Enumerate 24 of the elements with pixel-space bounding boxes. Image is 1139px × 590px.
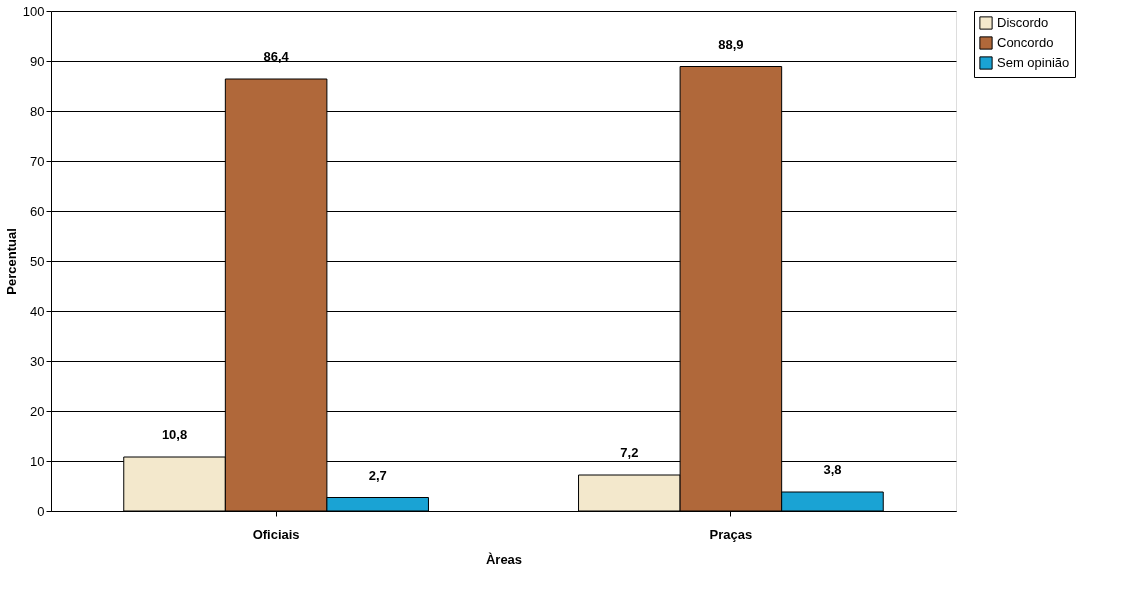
y-tick-label: 10: [30, 453, 45, 469]
legend-label: Discordo: [997, 15, 1049, 30]
y-tick-label: 80: [30, 103, 45, 119]
y-tick-label: 40: [30, 303, 45, 319]
y-tick-label: 50: [30, 253, 45, 269]
data-label: 3,8: [823, 462, 842, 477]
y-axis-title: Percentual: [3, 228, 19, 295]
data-label: 7,2: [620, 445, 639, 460]
legend-label: Sem opinião: [997, 55, 1070, 70]
x-axis-title: Àreas: [485, 551, 523, 567]
data-label: 86,4: [263, 49, 290, 64]
data-label: 88,9: [718, 36, 744, 52]
data-label: 10,8: [161, 427, 188, 442]
x-tick-label: Praças: [709, 526, 753, 542]
y-tick-label: 30: [30, 353, 45, 369]
y-tick-label: 0: [37, 503, 45, 519]
y-tick-label: 70: [30, 153, 45, 169]
legend-label: Concordo: [997, 35, 1054, 50]
data-label: 2,7: [368, 467, 387, 483]
y-tick-label: 20: [30, 403, 45, 419]
y-tick-label: 60: [30, 203, 45, 219]
y-tick-label: 90: [30, 53, 45, 69]
y-tick-label: 100: [22, 3, 45, 19]
x-tick-label: Oficiais: [252, 526, 300, 542]
